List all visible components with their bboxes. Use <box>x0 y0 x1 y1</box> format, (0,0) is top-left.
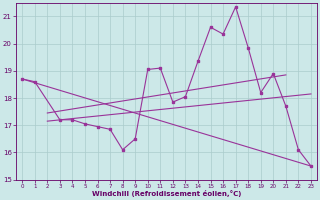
X-axis label: Windchill (Refroidissement éolien,°C): Windchill (Refroidissement éolien,°C) <box>92 190 241 197</box>
